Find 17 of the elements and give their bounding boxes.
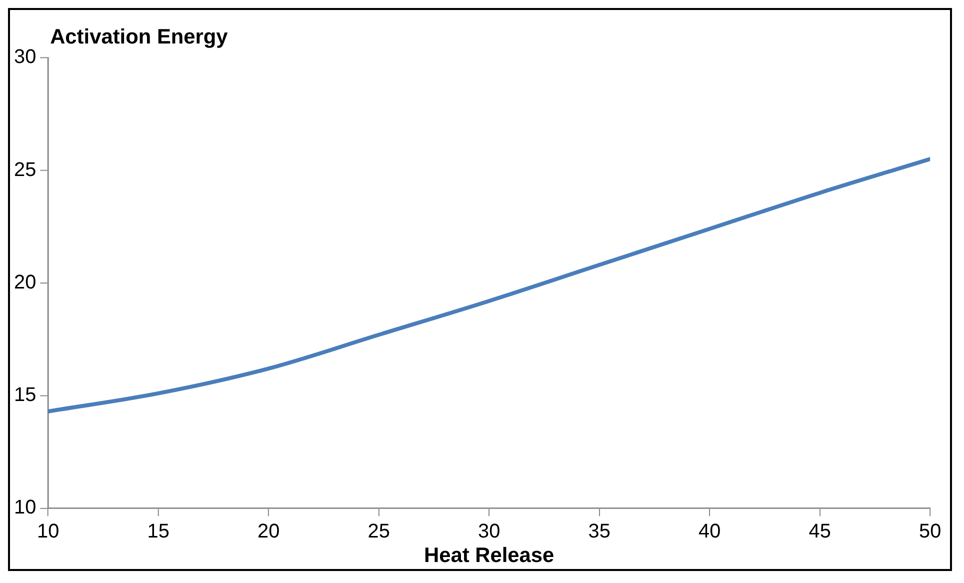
y-tick-label: 20 [14,271,36,294]
x-tick-label: 20 [258,520,280,543]
y-tick-label: 10 [14,496,36,519]
y-tick-label: 25 [14,158,36,181]
x-tick-label: 30 [478,520,500,543]
x-tick-label: 50 [919,520,942,543]
x-axis-title: Heat Release [424,544,554,568]
x-tick-label: 15 [147,520,170,543]
x-tick-label: 45 [808,520,831,543]
y-tick-label: 30 [14,46,36,68]
line-series [48,157,930,414]
y-axis-title: Activation Energy [50,26,228,49]
x-tick-label: 40 [698,520,721,543]
x-tick-label: 10 [37,520,60,543]
x-tick-label: 35 [588,520,610,543]
x-tick-label: 25 [368,520,390,543]
y-tick-label: 15 [14,384,36,406]
